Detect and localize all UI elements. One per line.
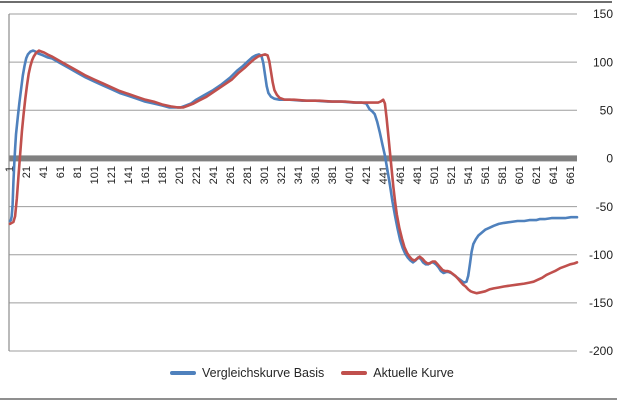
y-tick-label--50: -50 — [596, 200, 614, 214]
x-tick-label-161: 161 — [140, 166, 152, 184]
gridlines — [9, 13, 577, 352]
x-tick-label-241: 241 — [208, 166, 220, 184]
x-tick-label-1: 1 — [4, 166, 16, 172]
x-tick-label-121: 121 — [106, 166, 118, 184]
x-tick-label-221: 221 — [191, 166, 203, 184]
chart-top-border — [0, 1, 612, 3]
legend-label-vergleichskurve-basis: Vergleichskurve Basis — [202, 366, 325, 380]
legend-label-aktuelle-kurve: Aktuelle Kurve — [373, 366, 454, 380]
legend-swatch-red-line — [341, 371, 368, 375]
chart-legend: Vergleichskurve Basis Aktuelle Kurve — [170, 366, 454, 380]
x-tick-label-301: 301 — [259, 166, 271, 184]
series-line-aktuelle-kurve — [8, 49, 579, 295]
y-tick-label-150: 150 — [593, 7, 613, 21]
legend-item-vergleichskurve-basis: Vergleichskurve Basis — [170, 366, 324, 380]
x-tick-label-81: 81 — [72, 166, 84, 178]
series-lines — [8, 49, 579, 295]
x-tick-label-41: 41 — [38, 166, 50, 178]
x-tick-label-61: 61 — [55, 166, 67, 178]
legend-item-aktuelle-kurve: Aktuelle Kurve — [341, 366, 454, 380]
y-axis-tick-labels: 150 100 50 0 -50 -100 -150 -200 — [589, 7, 613, 358]
x-tick-label-21: 21 — [21, 166, 33, 178]
x-tick-label-181: 181 — [157, 166, 169, 184]
x-tick-label-561: 561 — [480, 166, 492, 184]
x-tick-label-621: 621 — [531, 166, 543, 184]
y-tick-label-100: 100 — [593, 55, 613, 69]
x-tick-label-401: 401 — [344, 166, 356, 184]
x-tick-label-261: 261 — [225, 166, 237, 184]
y-tick-label-0: 0 — [606, 152, 613, 166]
x-tick-label-501: 501 — [429, 166, 441, 184]
x-tick-label-281: 281 — [242, 166, 254, 184]
y-tick-label--200: -200 — [589, 344, 613, 358]
x-tick-label-601: 601 — [514, 166, 526, 184]
x-tick-label-341: 341 — [293, 166, 305, 184]
x-tick-label-641: 641 — [548, 166, 560, 184]
zero-axis-band — [9, 155, 577, 162]
x-tick-label-541: 541 — [463, 166, 475, 184]
x-tick-label-141: 141 — [123, 166, 135, 184]
x-tick-label-461: 461 — [395, 166, 407, 184]
x-tick-label-381: 381 — [327, 166, 339, 184]
chart-bottom-border — [0, 398, 617, 400]
y-tick-label-50: 50 — [600, 103, 614, 117]
x-tick-label-201: 201 — [174, 166, 186, 184]
x-tick-label-521: 521 — [446, 166, 458, 184]
x-tick-label-421: 421 — [361, 166, 373, 184]
legend-swatch-blue-line — [170, 371, 196, 375]
x-tick-label-581: 581 — [497, 166, 509, 184]
x-tick-label-481: 481 — [412, 166, 424, 184]
x-tick-label-321: 321 — [276, 166, 288, 184]
x-tick-label-101: 101 — [89, 166, 101, 184]
x-axis-tick-labels: 1 21 41 61 81 101 121 141 161 181 201 221 241 261 281 3… — [4, 166, 577, 184]
y-tick-label--150: -150 — [589, 296, 613, 310]
y-tick-label--100: -100 — [589, 248, 613, 262]
x-tick-label-361: 361 — [310, 166, 322, 184]
x-tick-label-661: 661 — [565, 166, 577, 184]
